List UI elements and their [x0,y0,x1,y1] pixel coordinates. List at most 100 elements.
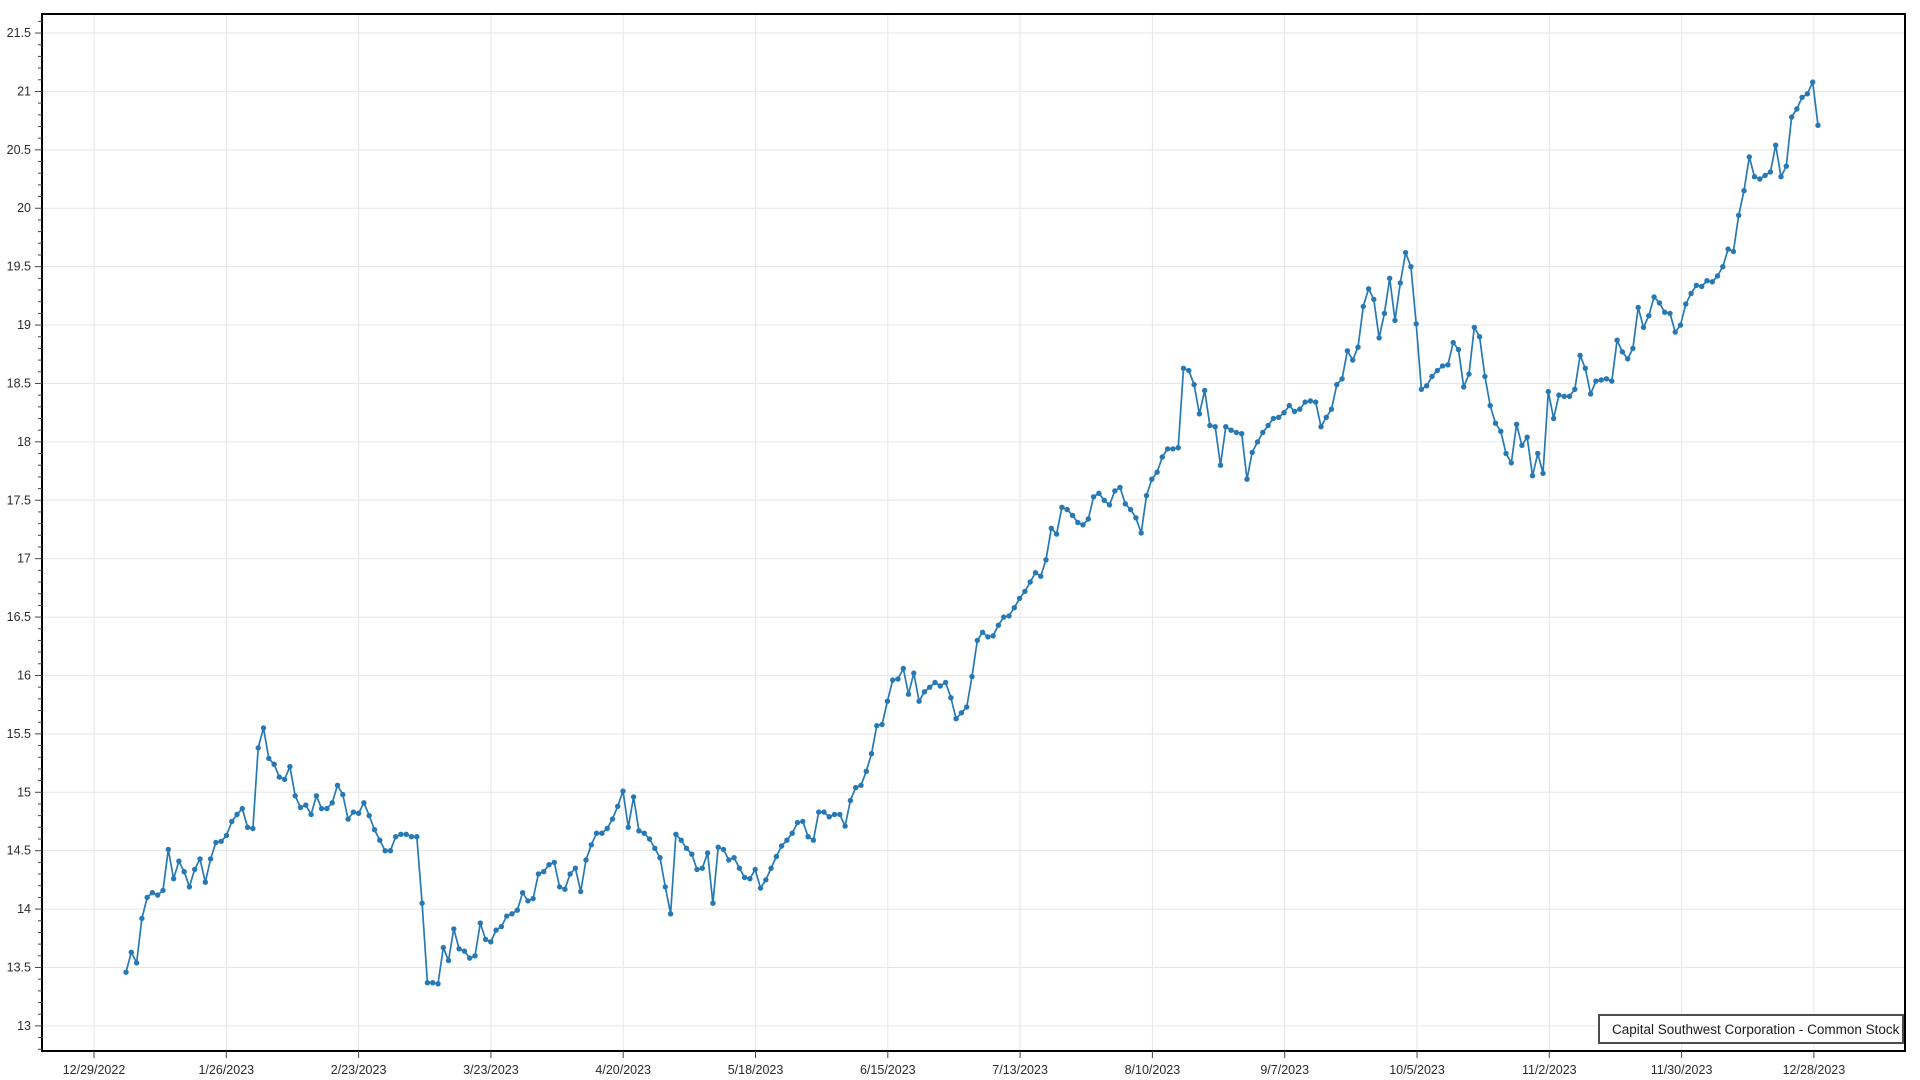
data-point-marker[interactable] [1154,469,1160,475]
data-point-marker[interactable] [1016,595,1023,602]
data-point-marker[interactable] [1614,337,1620,343]
data-point-marker[interactable] [1815,122,1821,128]
data-point-marker[interactable] [355,810,362,816]
data-point-marker[interactable] [414,834,420,840]
data-point-marker[interactable] [133,960,140,966]
data-point-marker[interactable] [1625,356,1631,362]
data-point-marker[interactable] [1762,172,1768,179]
data-point-marker[interactable] [704,850,711,856]
data-point-marker[interactable] [1069,512,1076,519]
data-point-marker[interactable] [1656,300,1663,306]
data-point-marker[interactable] [292,793,298,799]
data-point-marker[interactable] [451,926,457,932]
data-point-marker[interactable] [556,884,563,890]
data-point-marker[interactable] [810,837,817,843]
data-point-marker[interactable] [1751,174,1758,180]
data-point-marker[interactable] [1540,470,1546,477]
data-point-marker[interactable] [842,823,848,829]
data-point-marker[interactable] [948,695,954,701]
data-point-marker[interactable] [1286,402,1293,409]
data-point-marker[interactable] [329,800,335,806]
data-point-marker[interactable] [318,805,325,812]
data-point-marker[interactable] [139,915,145,922]
data-point-marker[interactable] [773,853,780,860]
data-point-marker[interactable] [937,683,943,689]
data-point-marker[interactable] [345,816,351,822]
data-point-marker[interactable] [1048,525,1055,531]
data-point-marker[interactable] [1381,310,1388,317]
data-point-marker[interactable] [382,848,388,854]
data-point-marker[interactable] [1566,393,1573,399]
data-point-marker[interactable] [488,939,494,945]
data-point-marker[interactable] [1582,365,1589,371]
data-point-marker[interactable] [652,845,658,851]
data-point-marker[interactable] [408,834,415,840]
data-point-marker[interactable] [831,811,838,818]
data-point-marker[interactable] [768,865,774,871]
data-point-marker[interactable] [726,857,732,863]
data-point-marker[interactable] [1281,410,1287,416]
data-point-marker[interactable] [1746,154,1753,160]
data-point-marker[interactable] [281,776,288,783]
data-point-marker[interactable] [1736,212,1742,218]
data-point-marker[interactable] [1408,264,1414,270]
data-point-marker[interactable] [1402,249,1409,256]
data-point-marker[interactable] [1344,348,1351,354]
data-point-marker[interactable] [562,886,568,892]
data-point-marker[interactable] [1535,450,1541,457]
data-point-marker[interactable] [1186,367,1192,374]
data-point-marker[interactable] [456,946,462,952]
data-point-marker[interactable] [1122,501,1129,507]
data-point-marker[interactable] [599,830,605,836]
data-point-marker[interactable] [149,890,156,896]
data-point-marker[interactable] [207,856,214,862]
data-point-marker[interactable] [271,761,277,767]
data-point-marker[interactable] [985,634,991,640]
data-point-marker[interactable] [1149,476,1155,482]
data-point-marker[interactable] [1217,462,1224,468]
data-point-marker[interactable] [757,885,764,891]
data-point-marker[interactable] [1677,322,1684,328]
data-point-marker[interactable] [1757,176,1763,182]
data-point-marker[interactable] [1672,329,1678,335]
data-point-marker[interactable] [1492,420,1499,426]
data-point-marker[interactable] [715,844,721,850]
data-point-marker[interactable] [1291,408,1298,415]
data-point-marker[interactable] [847,797,854,804]
data-point-marker[interactable] [1545,388,1552,395]
data-point-marker[interactable] [1725,246,1731,252]
data-point-marker[interactable] [1598,377,1604,383]
data-point-marker[interactable] [1577,352,1583,359]
data-point-marker[interactable] [297,804,304,811]
data-point-marker[interactable] [1313,399,1319,405]
data-point-marker[interactable] [1085,516,1092,522]
data-point-marker[interactable] [1466,371,1472,377]
data-point-marker[interactable] [1730,248,1737,255]
data-point-marker[interactable] [1249,449,1255,456]
data-point-marker[interactable] [1276,414,1282,420]
data-point-marker[interactable] [1302,399,1308,405]
data-point-marker[interactable] [1561,393,1567,399]
data-point-marker[interactable] [641,830,647,836]
data-point-marker[interactable] [1741,188,1747,194]
data-point-marker[interactable] [1392,317,1398,324]
data-point-marker[interactable] [1038,573,1044,579]
data-point-marker[interactable] [1323,414,1330,420]
data-point-marker[interactable] [535,871,542,877]
data-point-marker[interactable] [1011,605,1017,611]
data-point-marker[interactable] [430,980,436,986]
data-point-marker[interactable] [366,812,372,819]
data-point-marker[interactable] [927,684,933,690]
data-point-marker[interactable] [551,859,557,866]
data-point-marker[interactable] [710,900,716,906]
data-point-marker[interactable] [1439,363,1446,369]
data-point-marker[interactable] [1244,476,1250,482]
data-point-marker[interactable] [546,862,552,868]
data-point-marker[interactable] [324,805,330,812]
data-point-marker[interactable] [1112,488,1118,494]
data-point-marker[interactable] [1413,321,1419,327]
data-point-marker[interactable] [155,892,161,898]
data-point-marker[interactable] [123,969,129,975]
data-point-marker[interactable] [361,800,367,806]
data-point-marker[interactable] [752,866,758,873]
